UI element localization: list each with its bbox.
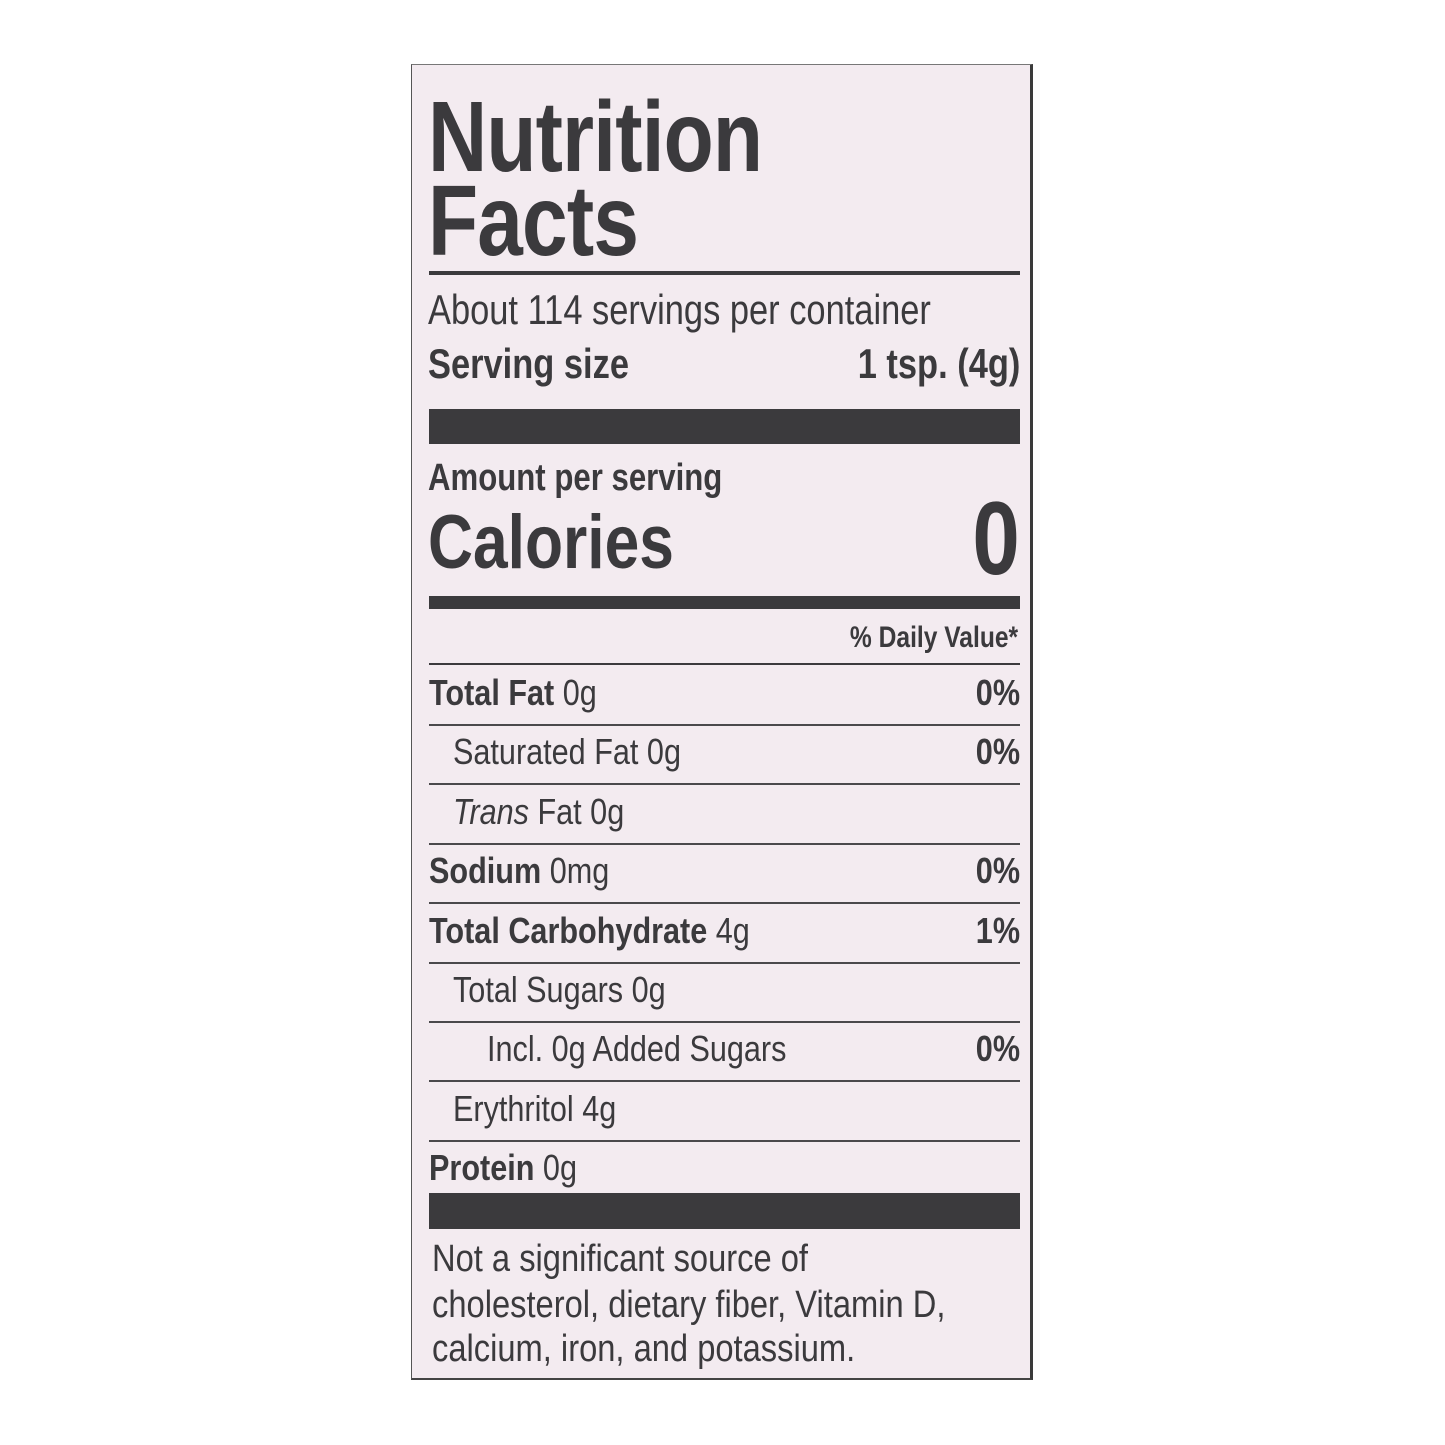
nutrient-amount: 4g [582, 1087, 617, 1129]
divider-thick [429, 1193, 1020, 1229]
daily-value-percent: 0% [975, 1028, 1020, 1070]
nutrient-name: Incl. 0g Added Sugars [487, 1028, 787, 1070]
nutrient-amount: 0mg [549, 850, 610, 892]
nutrient-label: Saturated Fat 0g [453, 732, 681, 772]
serving-size-value: 1 tsp. (4g) [857, 340, 1020, 387]
divider-medium [429, 596, 1020, 609]
nutrient-amount: 0g [646, 731, 681, 773]
nutrient-name: Saturated Fat [453, 731, 639, 773]
footnote-line: calcium, iron, and potassium. [432, 1328, 856, 1370]
nutrition-facts-label: Nutrition Facts About 114 servings per c… [411, 64, 1033, 1380]
nutrient-label: Trans Fat 0g [453, 790, 625, 832]
nutrient-name: Erythritol [453, 1087, 574, 1129]
nutrient-row: Protein 0g [429, 1140, 1020, 1199]
nutrient-label: Protein 0g [429, 1148, 577, 1188]
amount-per-serving: Amount per serving [428, 457, 723, 499]
nutrient-name: Total Sugars [453, 969, 624, 1010]
nutrient-amount: 0g [590, 790, 625, 832]
calories-value: 0 [972, 481, 1020, 597]
nutrient-row: Total Sugars 0g [429, 962, 1020, 1023]
daily-value-header: % Daily Value* [849, 621, 1018, 654]
daily-value-percent: 0% [975, 672, 1020, 713]
divider-thin [429, 271, 1020, 275]
nutrient-label: Total Fat 0g [429, 673, 597, 713]
nutrient-name: Total Fat [429, 672, 555, 713]
nutrient-name: Trans [453, 790, 529, 832]
nutrient-name: Protein [429, 1147, 535, 1189]
nutrient-amount: 4g [715, 909, 750, 951]
footnote-line: Not a significant source of [432, 1238, 809, 1280]
nutrient-row: Total Carbohydrate 4g 1% [429, 903, 1020, 964]
nutrient-row: Sodium 0mg 0% [429, 843, 1020, 905]
divider-thick [429, 409, 1020, 444]
nutrient-amount: 0g [631, 969, 666, 1010]
calories-label: Calories [428, 500, 674, 585]
daily-value-percent: 0% [975, 731, 1020, 773]
nutrient-label: Erythritol 4g [453, 1087, 617, 1129]
daily-value-percent: 0% [975, 850, 1020, 892]
divider-thin [429, 663, 1020, 665]
nutrient-name: Sodium [429, 850, 542, 892]
nutrient-row: Trans Fat 0g [429, 784, 1020, 845]
nutrient-row: Incl. 0g Added Sugars 0% [429, 1021, 1020, 1083]
nutrient-label: Sodium 0mg [429, 851, 609, 891]
title-facts: Facts [428, 165, 639, 277]
nutrient-label: Incl. 0g Added Sugars [487, 1029, 786, 1069]
serving-size-label: Serving size [428, 340, 629, 387]
nutrient-amount: 0g [562, 672, 597, 713]
footnote-line: cholesterol, dietary fiber, Vitamin D, [432, 1284, 946, 1326]
nutrient-name-suffix: Fat [528, 790, 582, 832]
nutrient-row: Saturated Fat 0g 0% [429, 724, 1020, 786]
nutrient-label: Total Sugars 0g [453, 970, 666, 1010]
nutrient-row: Total Fat 0g 0% [429, 665, 1020, 726]
nutrient-name: Total Carbohydrate [429, 909, 708, 951]
title-nutrition: Nutrition [428, 81, 763, 193]
nutrient-row: Erythritol 4g [429, 1081, 1020, 1142]
nutrient-label: Total Carbohydrate 4g [429, 909, 750, 951]
nutrient-amount: 0g [542, 1147, 577, 1189]
daily-value-percent: 1% [975, 909, 1020, 951]
servings-per-container: About 114 servings per container [428, 286, 931, 333]
